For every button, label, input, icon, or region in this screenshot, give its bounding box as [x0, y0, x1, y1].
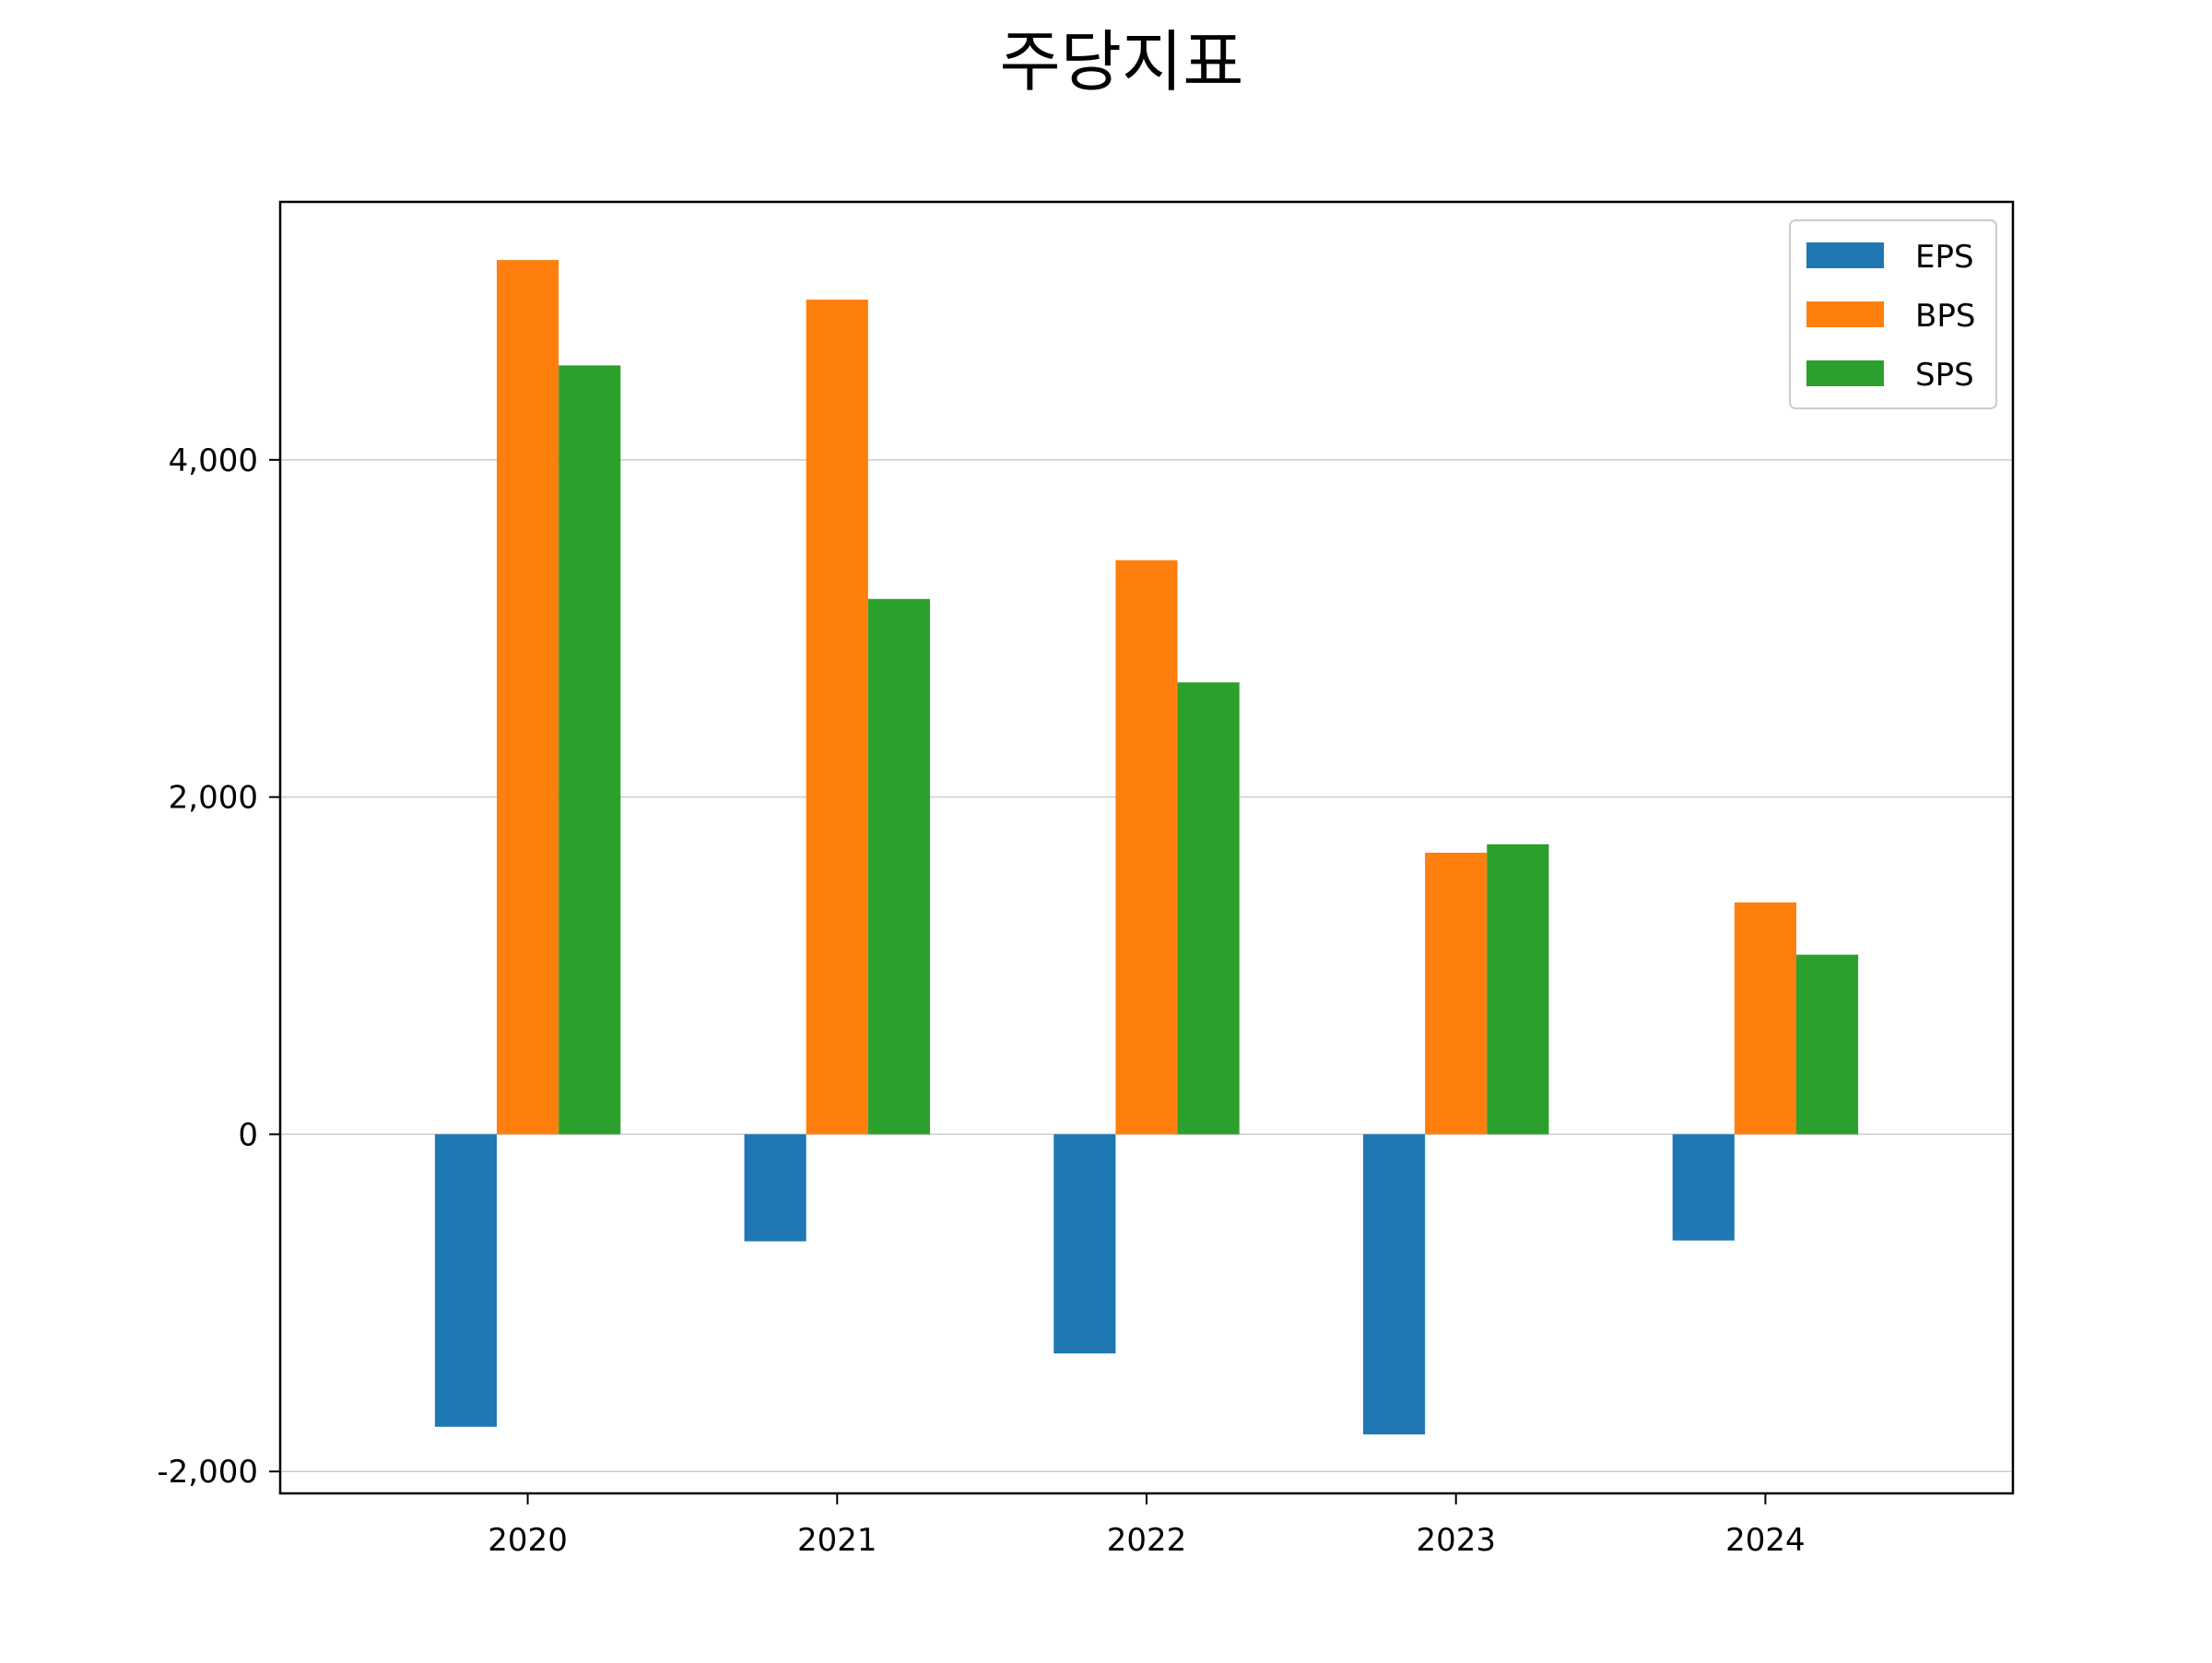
legend-swatch-eps [1806, 242, 1884, 268]
bar-sps-2023 [1487, 843, 1549, 1135]
bar-sps-2024 [1796, 954, 1859, 1135]
bar-bps-2020 [497, 260, 559, 1135]
bar-eps-2021 [744, 1134, 806, 1242]
bar-bps-2023 [1425, 852, 1488, 1135]
bar-eps-2024 [1672, 1134, 1735, 1241]
y-tick-label: 0 [238, 1116, 258, 1153]
bar-sps-2022 [1177, 682, 1240, 1135]
y-tick-label: -2,000 [157, 1454, 258, 1491]
chart-title: 주당지표 [1000, 23, 1244, 100]
bar-bps-2022 [1115, 560, 1178, 1135]
x-tick-label: 2023 [1416, 1522, 1496, 1559]
legend-label-sps: SPS [1915, 357, 1974, 394]
legend-label-eps: EPS [1915, 239, 1974, 276]
x-tick-label: 2024 [1725, 1522, 1806, 1559]
bar-eps-2023 [1363, 1134, 1426, 1434]
legend: EPS BPS SPS [1789, 219, 1997, 409]
bar-sps-2021 [867, 598, 930, 1135]
bars-layer [434, 260, 1859, 1434]
legend-label-bps: BPS [1915, 298, 1975, 335]
y-tick-label: 2,000 [169, 780, 258, 817]
bar-eps-2022 [1053, 1134, 1116, 1354]
bar-eps-2020 [434, 1134, 497, 1427]
x-tick-label: 2020 [488, 1522, 568, 1559]
y-tick-label: 4,000 [169, 442, 258, 479]
bar-bps-2021 [806, 300, 868, 1135]
x-axis: 2020 2021 2022 2023 2024 [488, 1493, 1806, 1559]
y-axis: -2,000 0 2,000 4,000 [157, 442, 280, 1491]
x-tick-label: 2022 [1107, 1522, 1187, 1559]
bar-sps-2020 [559, 365, 621, 1135]
legend-swatch-bps [1806, 301, 1884, 327]
legend-swatch-sps [1806, 360, 1884, 386]
x-tick-label: 2021 [797, 1522, 877, 1559]
bar-bps-2024 [1734, 902, 1796, 1135]
